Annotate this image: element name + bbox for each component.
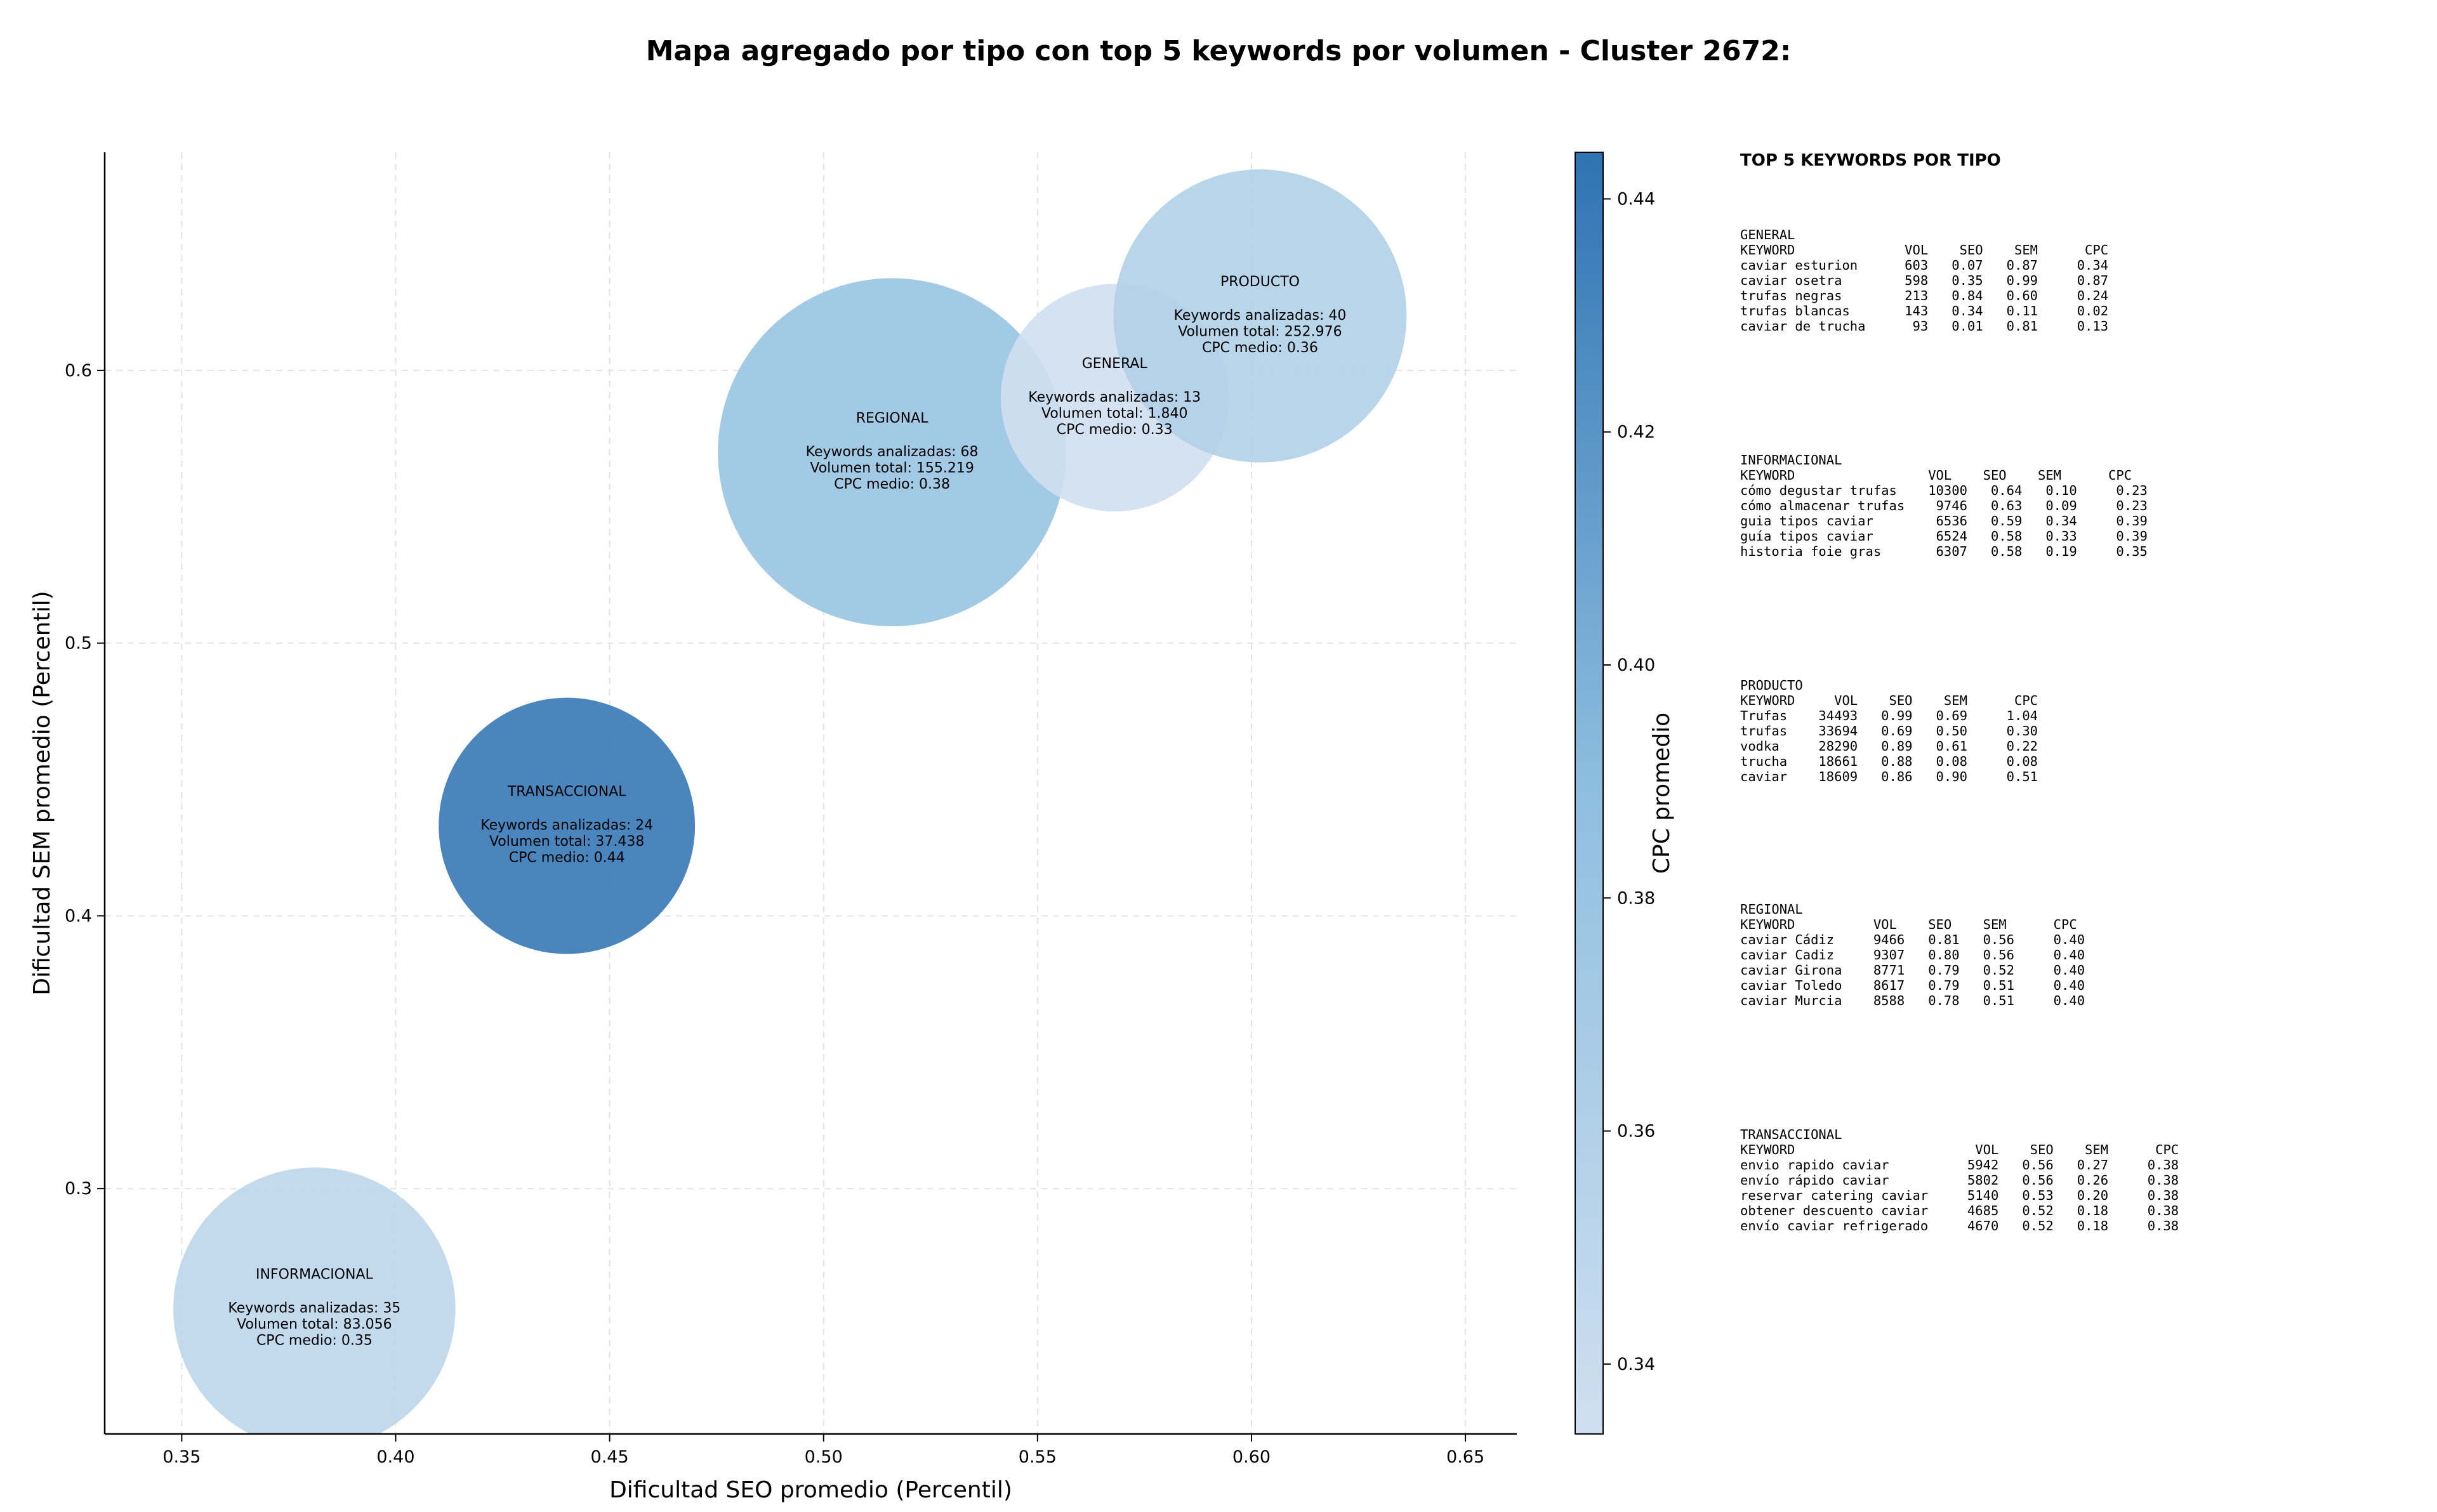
bubble-label-line: Volumen total: 252.976 [1178,324,1342,339]
bubble-label-tipo: REGIONAL [856,411,929,426]
bubble-regional [718,278,1066,627]
bubbles [173,169,1407,1434]
bubble-transaccional [439,697,696,954]
bubble-label-line: Volumen total: 1.840 [1041,405,1187,421]
y-tick-label: 0.6 [65,361,92,381]
bubble-label-line: Keywords analizadas: 40 [1174,308,1347,324]
x-tick-label: 0.50 [805,1447,843,1467]
bubble-label-line: CPC medio: 0.44 [509,850,625,866]
x-tick-label: 0.40 [376,1447,414,1467]
x-tick-label: 0.55 [1019,1447,1057,1467]
bubble-label-line: CPC medio: 0.38 [834,477,950,492]
x-axis-label: Dificultad SEO promedio (Percentil) [609,1477,1012,1503]
colorbar-tick-label: 0.36 [1617,1122,1655,1141]
keywords-block-general: GENERAL KEYWORD VOL SEO SEM CPC caviar e… [1740,227,2109,334]
x-tick-label: 0.45 [591,1447,629,1467]
colorbar-tick-label: 0.44 [1617,189,1655,209]
x-tick-label: 0.35 [162,1447,201,1467]
top-keywords-title: TOP 5 KEYWORDS POR TIPO [1740,151,2001,170]
colorbar-tick-label: 0.34 [1617,1355,1655,1374]
x-tick-label: 0.65 [1446,1447,1484,1467]
keywords-block-transaccional: TRANSACCIONAL KEYWORD VOL SEO SEM CPC en… [1740,1127,2179,1233]
bubble-label-line: Volumen total: 83.056 [237,1317,392,1332]
bubble-informacional [173,1167,456,1434]
bubble-producto [1113,169,1407,463]
bubble-label-tipo: GENERAL [1082,356,1148,372]
bubble-label-line: Volumen total: 37.438 [489,834,644,850]
colorbar-label: CPC promedio [1649,713,1675,874]
bubble-label-line: Keywords analizadas: 13 [1028,390,1201,405]
colorbar-tick-label: 0.38 [1617,888,1655,908]
x-tick-label: 0.60 [1232,1447,1271,1467]
bubble-label-tipo: INFORMACIONAL [256,1266,374,1282]
keywords-block-producto: PRODUCTO KEYWORD VOL SEO SEM CPC Trufas … [1740,678,2038,784]
y-axis-label: Dificultad SEM promedio (Percentil) [29,591,55,996]
y-tick-label: 0.5 [65,634,92,654]
bubble-label-line: Keywords analizadas: 35 [228,1300,400,1316]
bubble-label-line: CPC medio: 0.33 [1057,422,1173,438]
bubble-label-line: Volumen total: 155.219 [810,460,974,476]
colorbar-tick-label: 0.42 [1617,423,1655,442]
bubble-label-line: CPC medio: 0.36 [1202,340,1318,356]
chart-title: Mapa agregado por tipo con top 5 keyword… [645,35,1792,67]
bubble-label-line: CPC medio: 0.35 [256,1332,373,1348]
axes: 0.35 0.40 0.45 0.50 0.55 0.60 0.65 0.3 0.4 0.5 0.6… [29,152,1517,1503]
colorbar-tick-label: 0.40 [1617,655,1655,675]
y-tick-label: 0.4 [65,906,92,926]
keywords-block-regional: REGIONAL KEYWORD VOL SEO SEM CPC caviar … [1740,902,2085,1008]
y-tick-label: 0.3 [65,1179,92,1199]
top-keywords-panel: TOP 5 KEYWORDS POR TIPO GENERAL KEYWORD … [1740,151,2426,1233]
keywords-block-informacional: INFORMACIONAL KEYWORD VOL SEO SEM CPC có… [1740,452,2148,559]
bubble-label-line: Keywords analizadas: 68 [806,444,979,460]
colorbar-gradient [1575,152,1604,1435]
bubble-label-line: Keywords analizadas: 24 [480,818,653,834]
bubble-label-tipo: PRODUCTO [1220,274,1300,290]
colorbar: 0.34 0.36 0.38 0.40 0.42 0.44 CPC promedio [1575,152,1675,1435]
bubble-label-tipo: TRANSACCIONAL [507,784,626,800]
